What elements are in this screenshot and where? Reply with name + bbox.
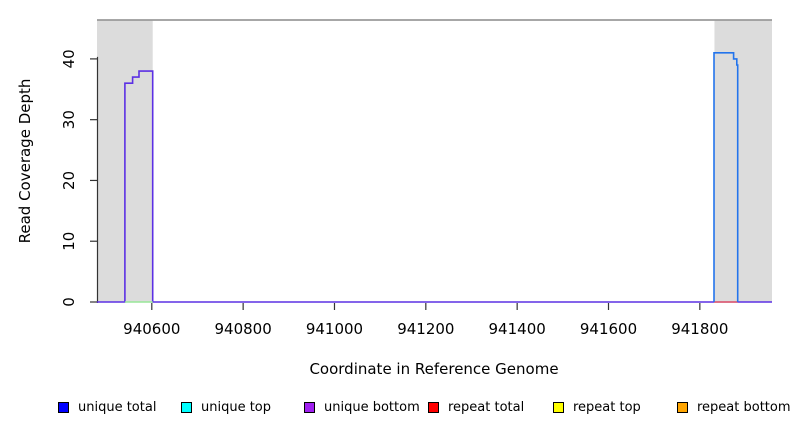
legend-label: unique bottom <box>324 399 420 415</box>
y-tick-label: 20 <box>60 171 78 190</box>
y-axis-title: Read Coverage Depth <box>16 78 34 244</box>
x-axis-title: Coordinate in Reference Genome <box>309 360 559 378</box>
x-tick-label: 940800 <box>215 320 272 338</box>
x-tick-label: 941000 <box>306 320 363 338</box>
legend-item-repeat-bottom: repeat bottom <box>677 398 791 416</box>
repeat-region-right <box>714 20 772 303</box>
y-tick-label: 0 <box>60 297 78 307</box>
legend-swatch-icon <box>304 401 315 413</box>
y-tick-label: 30 <box>60 110 78 129</box>
legend-swatch-icon <box>553 401 564 413</box>
x-tick-label: 941600 <box>580 320 637 338</box>
legend-swatch-icon <box>677 401 688 413</box>
legend-label: repeat bottom <box>697 399 791 415</box>
legend-swatch-icon <box>181 401 192 413</box>
y-tick-label: 10 <box>60 232 78 251</box>
legend-label: repeat total <box>448 399 525 415</box>
legend-swatch-icon <box>428 401 439 413</box>
legend-label: unique top <box>201 399 272 415</box>
x-tick-label: 941400 <box>489 320 546 338</box>
x-tick-label: 940600 <box>123 320 180 338</box>
legend-item-unique-bottom: unique bottom <box>304 398 420 416</box>
legend: unique total unique top unique bottom repea… <box>0 398 792 418</box>
legend-item-unique-top: unique top <box>181 398 271 416</box>
x-tick-label: 941200 <box>397 320 454 338</box>
legend-item-repeat-top: repeat top <box>553 398 641 416</box>
legend-item-repeat-total: repeat total <box>428 398 524 416</box>
x-tick-label: 941800 <box>671 320 728 338</box>
series-unique-bottom-coverage <box>97 70 772 303</box>
legend-label: unique total <box>78 399 157 415</box>
y-tick-label: 40 <box>60 49 78 68</box>
legend-label: repeat top <box>573 399 641 415</box>
series-unique-total-coverage <box>713 52 739 302</box>
legend-swatch-icon <box>58 401 69 413</box>
legend-item-unique-total: unique total <box>58 398 156 416</box>
